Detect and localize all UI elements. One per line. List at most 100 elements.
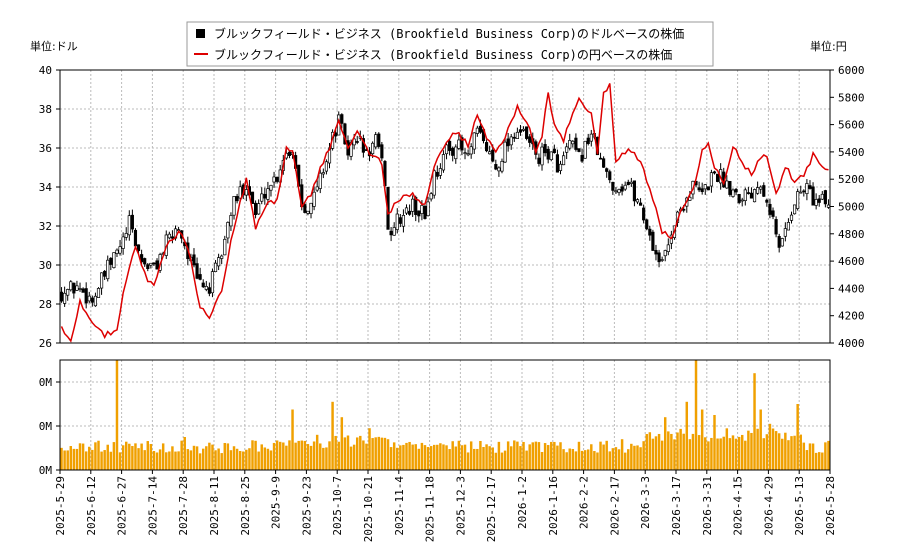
candle-body <box>799 191 803 194</box>
volume-bar <box>94 442 97 470</box>
volume-bar <box>229 450 233 470</box>
candle-body <box>118 246 122 254</box>
volume-bar <box>694 360 698 470</box>
volume-bar <box>691 433 695 470</box>
x-tick-label: 2026-5-13 <box>793 476 806 536</box>
volume-bar <box>337 441 340 470</box>
candle-body <box>217 257 221 267</box>
volume-bar <box>608 451 612 470</box>
volume-bar <box>519 446 522 470</box>
volume-bar <box>648 432 652 470</box>
volume-bar <box>392 442 396 470</box>
volume-bar <box>627 449 630 470</box>
volume-bar <box>457 440 461 470</box>
volume-bar <box>368 428 371 470</box>
volume-bar <box>272 442 276 470</box>
volume-bar <box>214 450 217 470</box>
volume-bar <box>663 417 667 470</box>
volume-bar <box>805 450 809 470</box>
volume-bar <box>731 435 735 470</box>
volume-bar <box>189 450 193 470</box>
volume-bar <box>787 440 790 470</box>
candle-body <box>823 190 827 205</box>
candle-body <box>63 292 67 304</box>
volume-bar <box>134 443 137 470</box>
candle-body <box>654 250 658 255</box>
volume-bar <box>771 428 775 470</box>
volume-bar <box>488 446 491 470</box>
volume-bar <box>242 451 245 470</box>
candle-body <box>561 155 566 166</box>
candle-body <box>460 137 464 151</box>
candle-body <box>432 170 436 196</box>
x-tick-label: 2026-2-2 <box>578 476 591 529</box>
candle-body <box>238 186 242 199</box>
volume-bar <box>198 453 202 470</box>
candle-body <box>398 217 402 224</box>
candle-body <box>756 187 760 194</box>
x-tick-label: 2025-6-12 <box>85 476 98 536</box>
candle-body <box>87 295 91 302</box>
volume-bar <box>118 452 122 470</box>
volume-bar <box>174 451 177 470</box>
candle-body <box>149 262 153 266</box>
candle-body <box>275 176 279 182</box>
volume-bar <box>491 447 494 470</box>
volume-bar <box>100 451 103 470</box>
volume-bar <box>352 444 356 470</box>
volume-bar <box>429 446 433 470</box>
x-tick-label: 2025-12-17 <box>485 476 498 542</box>
candle-body <box>69 281 73 291</box>
volume-bar <box>340 417 344 470</box>
volume-bar <box>158 449 162 470</box>
volume-bar <box>251 440 254 470</box>
volume-bar <box>223 442 227 470</box>
candle-body <box>605 168 609 172</box>
volume-bar <box>192 445 196 470</box>
candle-body <box>472 132 476 150</box>
volume-bar <box>774 431 778 470</box>
candle-body <box>444 144 449 155</box>
candle-body <box>549 151 553 161</box>
x-tick-label: 2025-8-25 <box>239 476 252 536</box>
x-tick-label: 2026-3-31 <box>701 476 714 536</box>
volume-bar <box>744 440 747 470</box>
candle-body <box>260 193 264 202</box>
volume-bar <box>420 442 424 470</box>
candle-body <box>651 231 655 251</box>
volume-bar <box>343 437 347 470</box>
candle-body <box>204 286 208 290</box>
volume-bar <box>747 430 750 470</box>
volume-bar <box>516 441 519 470</box>
volume-bar <box>710 437 713 470</box>
volume-bar <box>802 442 806 470</box>
volume-bar <box>349 446 353 470</box>
volume-bar <box>630 443 633 470</box>
volume-bar <box>442 444 445 470</box>
volume-bar <box>765 434 769 470</box>
candle-body <box>269 184 273 191</box>
volume-bar <box>346 435 350 470</box>
candle-body <box>571 140 575 145</box>
volume-bar <box>673 439 676 470</box>
candle-body <box>423 205 427 219</box>
candle-body <box>525 126 529 139</box>
volume-bar <box>300 440 304 470</box>
candle-body <box>715 173 720 182</box>
right-tick-label: 4000 <box>838 337 865 350</box>
left-tick-label: 30 <box>39 259 52 272</box>
candle-body <box>635 199 640 203</box>
volume-bar <box>152 450 156 470</box>
volume-bar <box>660 440 664 470</box>
volume-bar <box>165 452 168 470</box>
volume-bar <box>386 439 390 470</box>
candle-body <box>663 250 667 257</box>
candle-body <box>740 199 744 202</box>
candle-body <box>250 191 255 204</box>
candle-body <box>220 255 224 259</box>
volume-bar <box>201 448 205 470</box>
candle-body <box>660 259 664 261</box>
volume-bar <box>827 440 830 470</box>
volume-bar <box>811 443 815 470</box>
volume-bar <box>325 447 328 470</box>
